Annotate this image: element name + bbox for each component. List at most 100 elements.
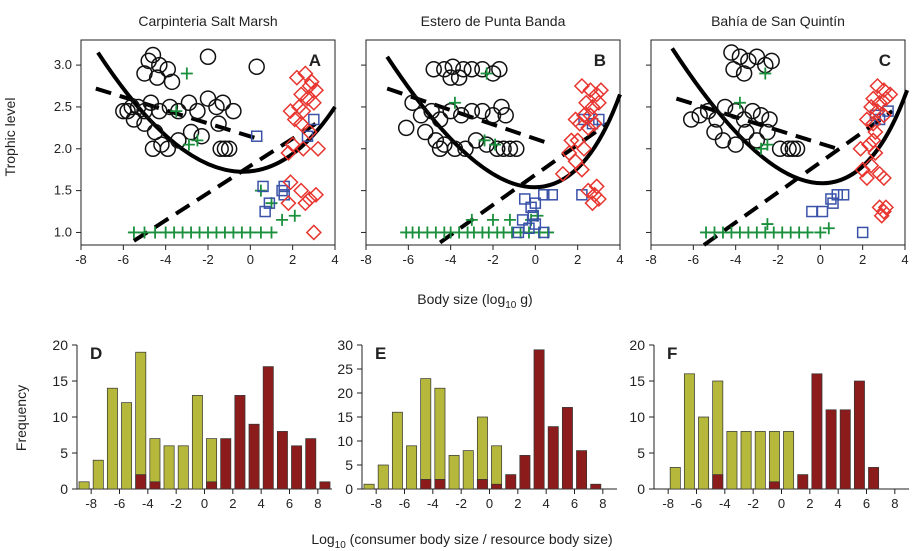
panel-letter: A — [309, 51, 321, 70]
x-tick-label: -6 — [399, 496, 411, 511]
x-tick-label: -6 — [118, 252, 130, 267]
bar-resource — [576, 450, 588, 490]
x-tick-label: 2 — [806, 496, 813, 511]
circle-point — [189, 102, 206, 120]
bar-consumer — [391, 411, 403, 490]
circle-point — [474, 61, 491, 78]
diamond-point — [852, 140, 869, 157]
circle-point — [457, 140, 474, 158]
circle-point — [436, 61, 453, 78]
square-point — [257, 180, 269, 193]
diamond-point — [286, 111, 303, 128]
x-tick-label: -2 — [455, 496, 467, 511]
circle-point — [212, 140, 229, 158]
x-tick-label: -6 — [691, 496, 703, 511]
circle-point — [508, 140, 525, 158]
bar-resource — [476, 479, 488, 490]
y-tick-label: 30 — [337, 337, 353, 353]
bar-resource — [533, 349, 545, 490]
circle-point — [752, 107, 770, 124]
circle-point — [136, 65, 153, 82]
circle-point — [761, 111, 778, 128]
cross-point — [542, 226, 555, 239]
dashed-fit-line-down — [386, 86, 553, 147]
bar-consumer — [149, 438, 161, 490]
circle-point — [463, 102, 481, 120]
cross-point — [487, 213, 499, 226]
circle-point — [442, 69, 459, 86]
circle-point — [151, 56, 168, 74]
cross-point — [276, 213, 289, 226]
bar-consumer — [768, 431, 780, 490]
x-tick-label: 4 — [616, 252, 623, 267]
diamond-point — [858, 170, 875, 187]
diamond-point — [293, 182, 310, 199]
bottom-y-axis-label: Frequency — [13, 385, 29, 451]
x-tick-label: 2 — [229, 496, 236, 511]
circle-point — [119, 102, 136, 120]
square-point — [856, 226, 869, 239]
bar-consumer — [177, 445, 189, 490]
cross-point — [170, 105, 183, 118]
diamond-point — [865, 115, 882, 132]
panel-c: -8 -6 -4 -2 0 2 4 Bahía de San Quintín C — [645, 13, 909, 267]
diamond-point — [582, 82, 599, 99]
cross-point — [503, 213, 516, 226]
cross-point — [489, 138, 502, 151]
x-tick-label: -2 — [487, 252, 499, 267]
bar-consumer — [106, 387, 118, 490]
cross-point — [244, 226, 257, 239]
circle-point — [214, 94, 232, 112]
circle-point — [484, 107, 502, 124]
bar-consumer — [206, 438, 218, 490]
dashed-fit-line-down — [675, 96, 838, 151]
circle-point — [417, 123, 434, 141]
panel-d: 0 5 10 15 20 -8 -6 -4 -2 0 2 4 6 8 D — [52, 337, 332, 511]
square-point — [831, 189, 844, 201]
bottom-x-axis-label-sub: 10 — [335, 540, 347, 551]
bottom-x-axis-label-rest: (consumer body size / resource body size… — [346, 531, 613, 547]
bar-resource — [220, 438, 232, 490]
cross-point — [465, 213, 478, 226]
circle-point — [159, 61, 177, 78]
square-point — [816, 205, 829, 218]
diamond-point — [590, 190, 607, 208]
bar-resource — [811, 373, 823, 490]
circle-point — [744, 102, 761, 120]
diamond-point — [282, 103, 299, 120]
circle-point — [453, 107, 470, 124]
y-tick-label: 1.5 — [54, 183, 72, 198]
diamond-point — [305, 224, 322, 241]
dashed-fit-line-up — [438, 122, 609, 245]
square-point — [263, 197, 276, 209]
cross-point — [180, 67, 193, 80]
circle-point — [151, 102, 168, 120]
cross-point — [801, 226, 814, 239]
circle-point — [148, 69, 166, 86]
y-tick-label: 15 — [52, 373, 68, 389]
diamond-point — [875, 82, 892, 99]
circle-point — [136, 115, 153, 132]
cross-point — [761, 218, 774, 231]
x-tick-label: 8 — [891, 496, 898, 511]
y-tick-label: 10 — [629, 409, 645, 425]
circle-point — [161, 98, 179, 116]
bar-resource — [590, 483, 602, 490]
x-tick-label: -8 — [75, 252, 87, 267]
dashed-fit-line-down — [95, 86, 264, 143]
circle-point — [163, 73, 181, 91]
circle-point — [220, 140, 238, 158]
circle-point — [431, 111, 449, 128]
bar-resource — [262, 366, 274, 490]
diamond-point — [303, 73, 320, 90]
cross-point — [733, 96, 746, 109]
x-tick-label: 8 — [314, 496, 321, 511]
diamond-point — [865, 90, 882, 107]
y-tick-label: 0 — [60, 481, 68, 497]
diamond-point — [858, 111, 875, 128]
diamond-point — [592, 82, 610, 99]
x-tick-label: -2 — [772, 252, 784, 267]
bar-consumer — [462, 450, 474, 490]
y-tick-label: 10 — [52, 409, 68, 425]
circle-point — [735, 65, 753, 82]
